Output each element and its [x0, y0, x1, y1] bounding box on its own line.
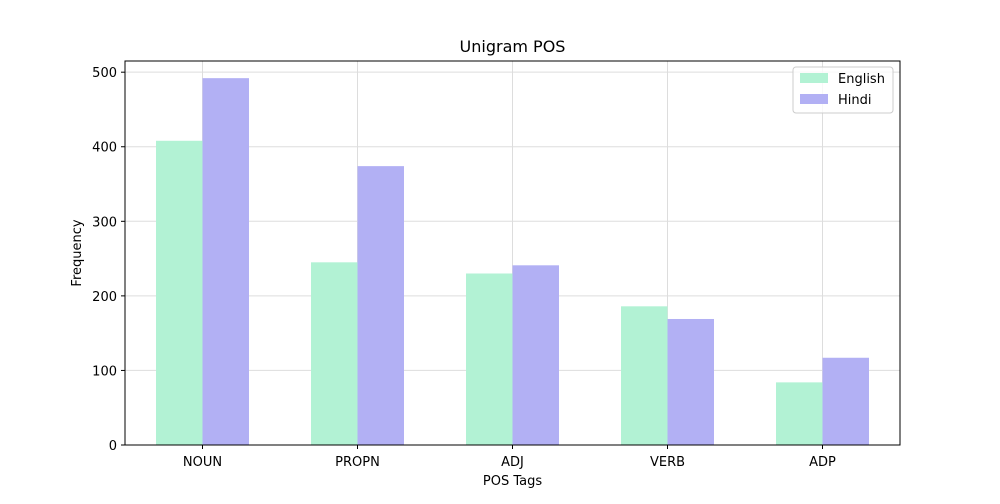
bar-english-adp [776, 382, 823, 445]
y-tick-label: 0 [109, 439, 117, 454]
y-tick-label: 100 [92, 364, 117, 379]
x-axis-label: POS Tags [483, 474, 542, 489]
y-axis-label: Frequency [70, 219, 85, 286]
legend-swatch-hindi [800, 94, 828, 104]
legend-items: English Hindi [800, 72, 885, 108]
x-axis-ticks: NOUN PROPN ADJ VERB ADP [183, 445, 836, 470]
grid-lines [125, 61, 900, 446]
bars [156, 78, 869, 446]
x-tick-label: VERB [650, 455, 685, 470]
x-tick-label: ADJ [501, 455, 524, 470]
y-tick-label: 300 [92, 215, 117, 230]
bar-english-noun [156, 140, 203, 445]
bar-hindi-noun [202, 78, 249, 446]
x-tick-label: PROPN [335, 455, 380, 470]
y-tick-label: 400 [92, 141, 117, 156]
x-tick-label: ADP [809, 455, 836, 470]
x-tick-label: NOUN [183, 455, 222, 470]
bar-english-verb [621, 306, 668, 445]
bar-hindi-verb [667, 318, 714, 445]
legend-swatch-english [800, 73, 828, 83]
chart-title: Unigram POS [460, 37, 566, 56]
bar-english-adj [466, 273, 513, 445]
bar-hindi-adp [822, 357, 869, 445]
y-axis-ticks: 0 100 200 300 400 500 [92, 66, 125, 454]
legend-label-english: English [838, 72, 885, 87]
legend: English Hindi [792, 66, 894, 114]
bar-english-propn [311, 262, 358, 445]
y-tick-label: 500 [92, 66, 117, 81]
y-tick-label: 200 [92, 290, 117, 305]
bar-hindi-adj [512, 265, 559, 445]
legend-label-hindi: Hindi [838, 93, 872, 108]
bar-hindi-propn [357, 166, 404, 446]
